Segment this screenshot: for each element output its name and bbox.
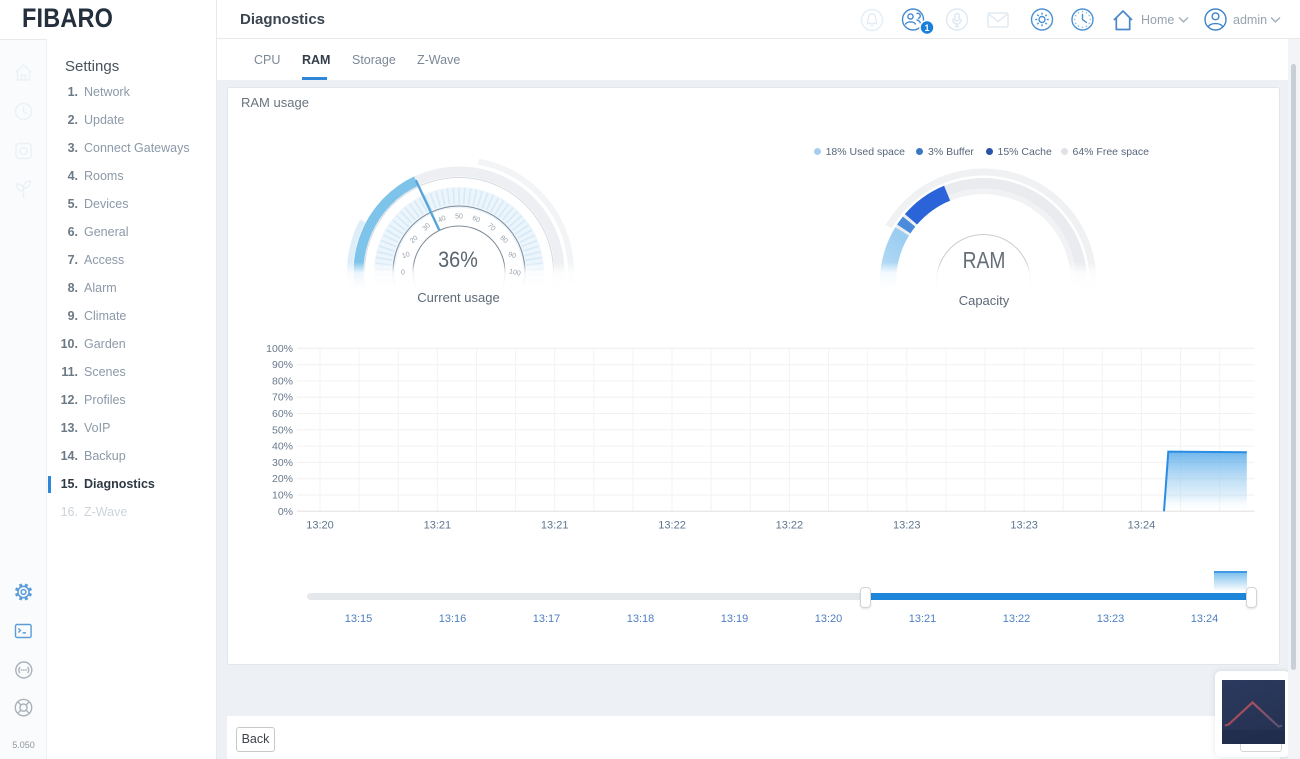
svg-text:80%: 80% xyxy=(272,375,293,387)
svg-text:1: 1 xyxy=(924,23,929,33)
svg-text:20: 20 xyxy=(409,235,420,245)
svg-text:13:21: 13:21 xyxy=(541,520,569,532)
svg-text:13:22: 13:22 xyxy=(776,520,804,532)
svg-text:70: 70 xyxy=(486,222,497,233)
svg-text:20%: 20% xyxy=(272,473,293,485)
svg-text:90: 90 xyxy=(507,251,517,260)
svg-text:60%: 60% xyxy=(272,408,293,420)
svg-text:30%: 30% xyxy=(272,457,293,469)
svg-text:13:23: 13:23 xyxy=(1010,520,1038,532)
svg-text:70%: 70% xyxy=(272,392,293,404)
svg-text:40: 40 xyxy=(437,215,447,225)
svg-text:40%: 40% xyxy=(272,441,293,453)
svg-text:0: 0 xyxy=(401,270,405,277)
svg-text:13:24: 13:24 xyxy=(1128,520,1156,532)
svg-text:10: 10 xyxy=(401,251,411,260)
svg-text:30: 30 xyxy=(422,222,433,233)
svg-text:80: 80 xyxy=(498,235,509,245)
svg-text:100%: 100% xyxy=(266,343,293,355)
svg-text:13:21: 13:21 xyxy=(424,520,452,532)
svg-text:50%: 50% xyxy=(272,424,293,436)
svg-text:13:23: 13:23 xyxy=(893,520,921,532)
svg-text:0%: 0% xyxy=(278,506,293,518)
svg-text:100: 100 xyxy=(508,268,521,277)
svg-text:60: 60 xyxy=(471,215,481,225)
svg-text:13:20: 13:20 xyxy=(306,520,334,532)
svg-text:50: 50 xyxy=(455,214,463,221)
svg-text:13:22: 13:22 xyxy=(658,520,686,532)
svg-text:10%: 10% xyxy=(272,490,293,502)
svg-text:90%: 90% xyxy=(272,359,293,371)
